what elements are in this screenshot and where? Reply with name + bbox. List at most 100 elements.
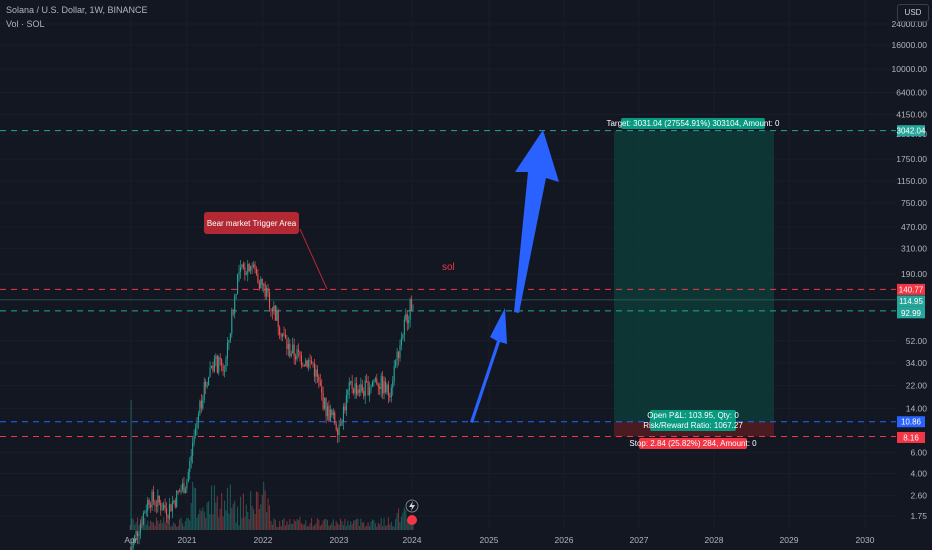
volume-bar [251, 505, 253, 530]
price-tag-resistance [897, 283, 925, 295]
volume-header[interactable]: Vol · SOL [6, 19, 45, 29]
candle-body [225, 358, 227, 372]
volume-bar [186, 517, 188, 530]
candle-body [251, 266, 253, 268]
volume-bar [406, 519, 408, 530]
candle-body [351, 381, 353, 389]
y-tick-label: 6400.00 [896, 87, 927, 97]
candle-body [345, 395, 347, 411]
candle-body [366, 381, 368, 382]
candle-body [283, 333, 285, 335]
candle-body [373, 380, 375, 383]
time-axis[interactable]: Apr 2021 2022 2023 2024 2025 2026 2027 2028 2029 2… [124, 535, 874, 545]
candle-body [369, 388, 371, 396]
volume-bar [192, 481, 194, 530]
volume-bar [409, 523, 411, 530]
volume-bar [180, 517, 182, 530]
volume-bar [380, 517, 382, 530]
volume-bar [361, 522, 363, 530]
candle-body [145, 510, 147, 513]
candle-body [239, 267, 242, 272]
volume-bar [284, 525, 286, 530]
candle-body [180, 490, 182, 492]
volume-bar [181, 523, 184, 530]
candle-body [357, 389, 359, 395]
volume-bar [209, 514, 211, 530]
candle-body [193, 435, 195, 443]
candle-body [170, 504, 172, 512]
candle-body [312, 363, 314, 365]
volume-bar [322, 520, 324, 530]
volume-bar [287, 524, 289, 530]
volume-bar [345, 526, 347, 530]
volume-bar [226, 487, 228, 530]
candle-body [355, 383, 358, 395]
symbol-header[interactable]: Solana / U.S. Dollar, 1W, BINANCE [6, 5, 148, 15]
volume-bar [374, 523, 376, 530]
candle-body [260, 278, 262, 289]
candle-body [376, 378, 378, 385]
candle-body [132, 540, 134, 548]
y-tick-label: 22.00 [906, 380, 928, 390]
volume-bar [309, 522, 311, 530]
pnl-box [650, 410, 736, 431]
volume-bar [360, 518, 362, 530]
volume-bar [248, 519, 250, 530]
candle-body [137, 531, 139, 537]
price-axis[interactable]: 24000.0016000.0010000.006400.004150.0028… [892, 19, 928, 521]
candle-body [279, 327, 281, 335]
volume-bar [351, 524, 353, 530]
volume-bar [150, 520, 152, 530]
candle-body [171, 501, 173, 512]
volume-bar [170, 526, 172, 530]
candle-body [370, 386, 372, 389]
candle-body [264, 283, 266, 297]
price-tag-stop [897, 431, 925, 443]
candle-body [380, 376, 382, 390]
candle-body [313, 363, 315, 377]
candle-body [142, 513, 144, 525]
volume-bar [264, 490, 266, 530]
volume-bar [129, 524, 131, 530]
candle-body [186, 481, 188, 489]
volume-bar [212, 514, 214, 530]
event-icons [405, 499, 419, 525]
lightning-glyph [409, 501, 415, 511]
volume-bar [137, 517, 139, 530]
volume-bar [340, 518, 342, 530]
candle-body [348, 382, 350, 391]
candle-body [324, 398, 326, 409]
volume-bar [267, 498, 269, 530]
price-tag-last [897, 295, 925, 307]
volume-bar [202, 507, 204, 530]
volume-bar [242, 493, 244, 530]
volume-bar [148, 526, 150, 530]
candle-body [299, 351, 301, 356]
stop-label: Stop: 2.84 (25.82%) 284, Amount: 0 [629, 439, 757, 448]
currency-button[interactable]: USD [897, 4, 929, 22]
candle-body [274, 305, 276, 321]
candle-body [334, 412, 336, 424]
volume-bar [276, 526, 278, 530]
open-pnl-label: Open P&L: 103.95, Qty: 0 [647, 411, 739, 420]
volume-bar [179, 519, 181, 530]
candle-body [167, 515, 169, 519]
volume-bar [177, 525, 179, 530]
candle-body [244, 267, 246, 275]
volume-bar [308, 526, 310, 530]
candle-body [386, 384, 388, 393]
volume-bar [258, 508, 260, 530]
candle-body [160, 502, 162, 511]
candle-body [405, 314, 407, 320]
candle-body [350, 381, 352, 383]
candle-body [245, 273, 247, 275]
volume-bar [363, 522, 365, 530]
candle-body [163, 504, 165, 510]
candle-body [309, 360, 311, 362]
volume-bar [335, 521, 337, 530]
candle-body [286, 338, 288, 349]
candle-body [332, 412, 334, 416]
volume-bar [337, 523, 339, 530]
